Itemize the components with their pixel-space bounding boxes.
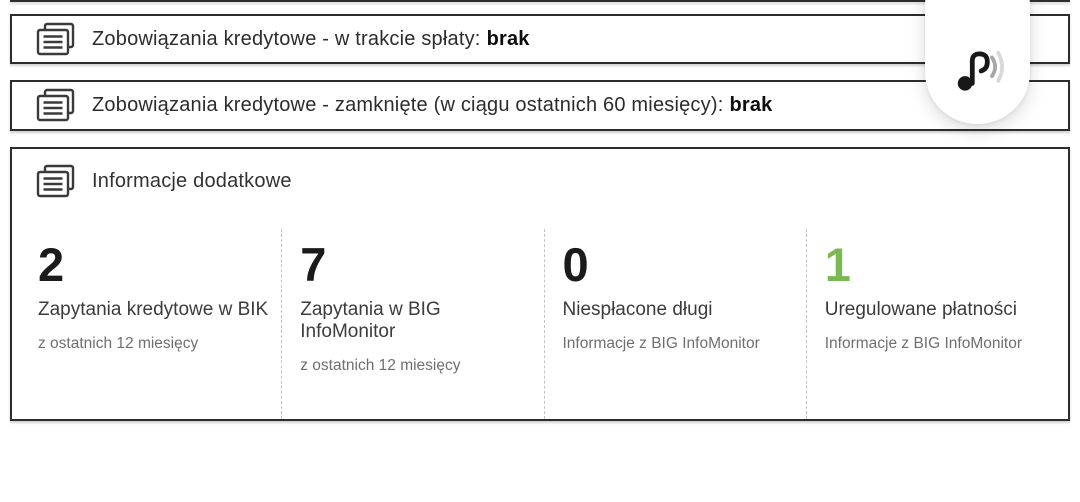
stat-value: 0 bbox=[562, 238, 589, 291]
stat-value: 2 bbox=[38, 238, 65, 291]
panel-credit-obligations-active: Zobowiązania kredytowe - w trakcie spłat… bbox=[10, 14, 1070, 64]
panel-label: Zobowiązania kredytowe - w trakcie spłat… bbox=[92, 27, 481, 50]
panel-label: Zobowiązania kredytowe - zamknięte (w ci… bbox=[92, 94, 724, 116]
stats-row: 2 Zapytania kredytowe w BIK z ostatnich … bbox=[12, 229, 1068, 419]
panel-value: brak bbox=[729, 94, 773, 116]
stat-sublabel: Informacje z BIG InfoMonitor bbox=[824, 335, 1023, 352]
stat-value: 1 bbox=[824, 238, 851, 291]
document-icon bbox=[36, 164, 75, 198]
panel-additional-info: Informacje dodatkowe 2 Zapytania kredyto… bbox=[10, 147, 1070, 421]
panel-title: Zobowiązania kredytowe - w trakcie spłat… bbox=[92, 28, 530, 51]
document-icon bbox=[36, 88, 75, 122]
stat-label: Zapytania w BIG InfoMonitor bbox=[300, 299, 441, 342]
listen-widget-button[interactable] bbox=[925, 0, 1030, 124]
stat-big-inquiries: 7 Zapytania w BIG InfoMonitor z ostatnic… bbox=[282, 229, 545, 419]
panel-credit-obligations-closed: Zobowiązania kredytowe - zamknięte (w ci… bbox=[10, 80, 1070, 131]
additional-info-header: Informacje dodatkowe bbox=[12, 149, 1068, 199]
cutoff-panel-border bbox=[10, 0, 1070, 2]
panel-title: Zobowiązania kredytowe - zamknięte (w ci… bbox=[92, 94, 773, 117]
audio-note-icon bbox=[957, 50, 1004, 91]
panel-value: brak bbox=[486, 27, 530, 50]
page-title: Informacje dodatkowe bbox=[92, 170, 292, 192]
document-icon bbox=[36, 22, 75, 55]
stat-settled-payments: 1 Uregulowane płatności Informacje z BIG… bbox=[807, 229, 1068, 419]
stat-sublabel: Informacje z BIG InfoMonitor bbox=[562, 335, 760, 352]
stat-bik-inquiries: 2 Zapytania kredytowe w BIK z ostatnich … bbox=[12, 229, 283, 419]
stat-sublabel: z ostatnich 12 miesięcy bbox=[300, 357, 461, 374]
stat-unpaid-debts: 0 Niespłacone długi Informacje z BIG Inf… bbox=[545, 229, 807, 419]
stat-sublabel: z ostatnich 12 miesięcy bbox=[38, 335, 199, 352]
stat-label: Niespłacone długi bbox=[562, 299, 713, 320]
stat-label: Uregulowane płatności bbox=[824, 299, 1017, 320]
stat-value: 7 bbox=[300, 238, 327, 291]
stat-label: Zapytania kredytowe w BIK bbox=[38, 299, 269, 320]
